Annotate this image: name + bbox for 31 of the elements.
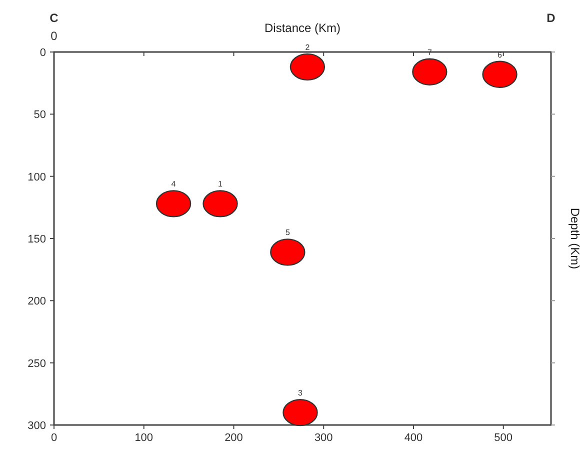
y-tick-label: 50 xyxy=(34,109,46,122)
y-tick-label: 150 xyxy=(28,234,46,246)
x-tick-label: 100 xyxy=(134,432,154,444)
point xyxy=(290,53,326,81)
point xyxy=(482,60,518,88)
point xyxy=(412,58,448,86)
y-tick-label: 100 xyxy=(28,171,46,184)
y-axis-title: Depth (Km) xyxy=(568,208,582,270)
text: C xyxy=(50,11,59,25)
y-tick-label: 300 xyxy=(28,420,46,432)
point xyxy=(156,190,192,218)
annotation: 1 xyxy=(218,180,224,189)
point xyxy=(202,190,238,218)
text: D xyxy=(546,11,556,25)
y-tick-label: 0 xyxy=(40,47,46,59)
annotation: 4 xyxy=(171,180,176,189)
x-tick-label: 300 xyxy=(314,432,333,444)
y-tick-label: 250 xyxy=(28,358,46,370)
x-axis-title: Distance (Km) xyxy=(264,21,341,35)
x-tick-label: 0 xyxy=(50,432,58,444)
x-tick-label: 200 xyxy=(224,432,243,444)
point xyxy=(270,238,306,266)
annotation: 3 xyxy=(298,388,304,398)
x-tick-label: 400 xyxy=(404,432,423,444)
y-tick-label: 200 xyxy=(28,296,46,308)
text: 0 xyxy=(50,29,58,43)
point xyxy=(282,398,318,426)
x-tick-label: 500 xyxy=(494,432,513,444)
annotation: 5 xyxy=(285,228,290,238)
annotation: 6 xyxy=(498,50,503,60)
annotation: 2 xyxy=(305,42,310,52)
